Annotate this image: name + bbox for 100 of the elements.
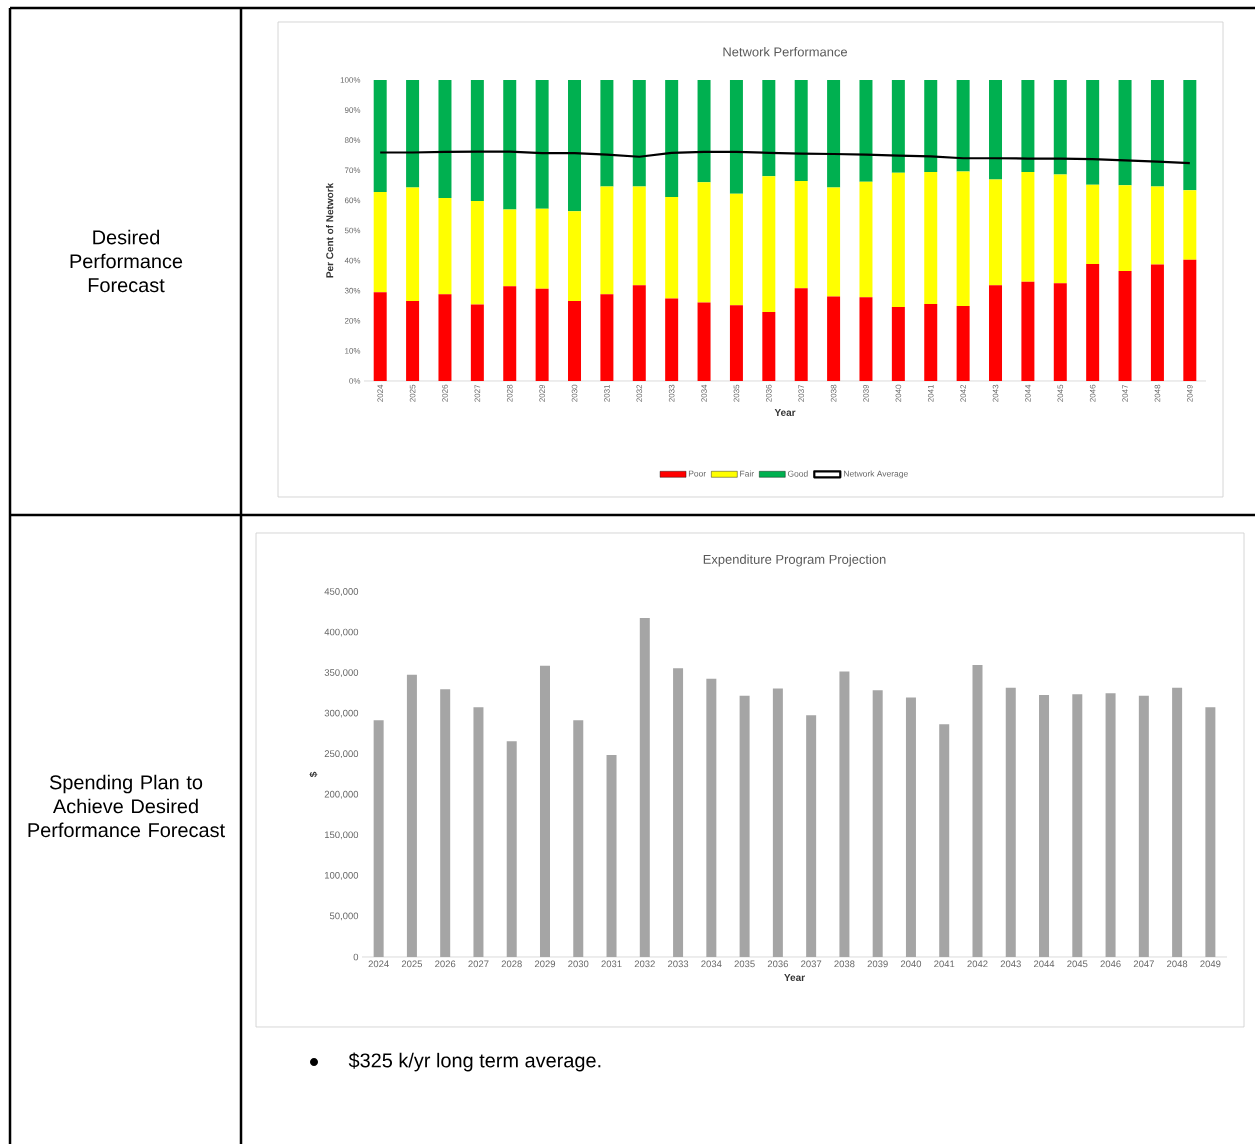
y-tick-label: 150,000 [325, 831, 359, 840]
bar [762, 176, 776, 313]
bar [600, 79, 614, 187]
x-tick-label: 2047 [1133, 960, 1154, 968]
bar [827, 187, 841, 297]
bar [989, 179, 1003, 286]
bar [729, 79, 743, 194]
bar [891, 79, 905, 173]
x-tick-label: 2025 [401, 960, 423, 968]
bar [956, 79, 970, 172]
bar [972, 664, 983, 957]
bar [632, 186, 646, 286]
y-tick-label: 0 [353, 953, 359, 961]
bar [639, 617, 650, 957]
bar [1086, 263, 1100, 381]
x-tick-label: 2049 [1200, 960, 1221, 968]
bar [762, 79, 776, 177]
bar [1205, 707, 1216, 957]
bar [1183, 259, 1197, 381]
bar [1138, 695, 1149, 957]
bar [729, 305, 743, 381]
bar [905, 697, 916, 957]
bar [839, 671, 850, 957]
legend-label: Poor [688, 470, 706, 477]
bar [827, 296, 841, 381]
x-tick-label: 2034 [701, 960, 722, 968]
bar [924, 172, 938, 304]
bar [1183, 79, 1197, 191]
legend-label: Fair [740, 470, 754, 477]
bar [1172, 687, 1183, 957]
bar [373, 191, 387, 293]
text: Desired Performance Forecast [70, 229, 183, 293]
y-tick-label: 100,000 [325, 871, 359, 880]
bar [989, 285, 1003, 381]
bar [1005, 687, 1016, 957]
bar [406, 79, 420, 188]
bar [859, 297, 873, 381]
text: $325 k/yr long term average. [348, 1052, 601, 1072]
bar [924, 303, 938, 381]
bar [440, 689, 451, 957]
text: Spending Plan to Achieve Desired Performance Forecast [28, 774, 225, 838]
legend-label: Network Average [844, 470, 908, 479]
chart-title: Network Performance [723, 46, 848, 57]
bar [1150, 186, 1164, 265]
bar [1118, 79, 1132, 186]
x-tick-label: 2029 [534, 960, 556, 968]
bar [568, 211, 582, 301]
y-axis-title: $ [309, 771, 318, 778]
bar [1150, 79, 1164, 187]
bar [794, 79, 808, 182]
x-tick-label: 2041 [934, 960, 955, 968]
bar [438, 294, 452, 381]
bar [406, 674, 417, 957]
x-tick-label: 2026 [435, 960, 456, 968]
bar [568, 300, 582, 381]
y-tick-label: 250,000 [324, 750, 359, 759]
bar [872, 690, 883, 957]
x-tick-label: 2039 [867, 960, 888, 968]
bar [406, 187, 420, 301]
bar [697, 302, 711, 381]
x-tick-label: 2036 [767, 960, 788, 968]
bar [406, 300, 420, 381]
bar [827, 79, 841, 188]
x-tick-label: 2046 [1100, 960, 1121, 968]
bar [503, 286, 517, 381]
x-tick-label: 2032 [634, 960, 655, 968]
bar [568, 79, 582, 212]
bar [470, 79, 484, 201]
bar [989, 79, 1003, 180]
bar [1053, 283, 1067, 381]
bar [697, 182, 711, 303]
bar [665, 79, 679, 198]
bar [473, 707, 484, 957]
bar [535, 79, 549, 209]
x-tick-label: 2024 [368, 960, 389, 968]
bar [535, 208, 549, 289]
bar [956, 171, 970, 307]
bar [373, 292, 387, 381]
x-tick-label: 2028 [501, 960, 522, 968]
x-tick-label: 2042 [967, 960, 988, 968]
bar [794, 181, 808, 289]
bar [1021, 79, 1035, 173]
y-tick-label: 200,000 [324, 790, 359, 799]
bar [1053, 174, 1067, 284]
bar [891, 306, 905, 381]
x-tick-label: 2031 [601, 960, 622, 968]
x-tick-label: 2045 [1067, 960, 1088, 968]
x-tick-label: 2043 [1000, 960, 1021, 968]
x-tick-label: 2030 [568, 960, 589, 968]
bar [506, 741, 517, 957]
x-tick-label: 2044 [1033, 960, 1055, 968]
bar [503, 209, 517, 287]
y-tick-label: 400,000 [324, 628, 359, 637]
bar [859, 79, 873, 182]
bar [1105, 693, 1116, 957]
bar [794, 288, 808, 381]
bar [632, 79, 646, 187]
bar [600, 186, 614, 295]
line-series [379, 150, 1191, 165]
x-axis-title: Year [784, 974, 805, 981]
